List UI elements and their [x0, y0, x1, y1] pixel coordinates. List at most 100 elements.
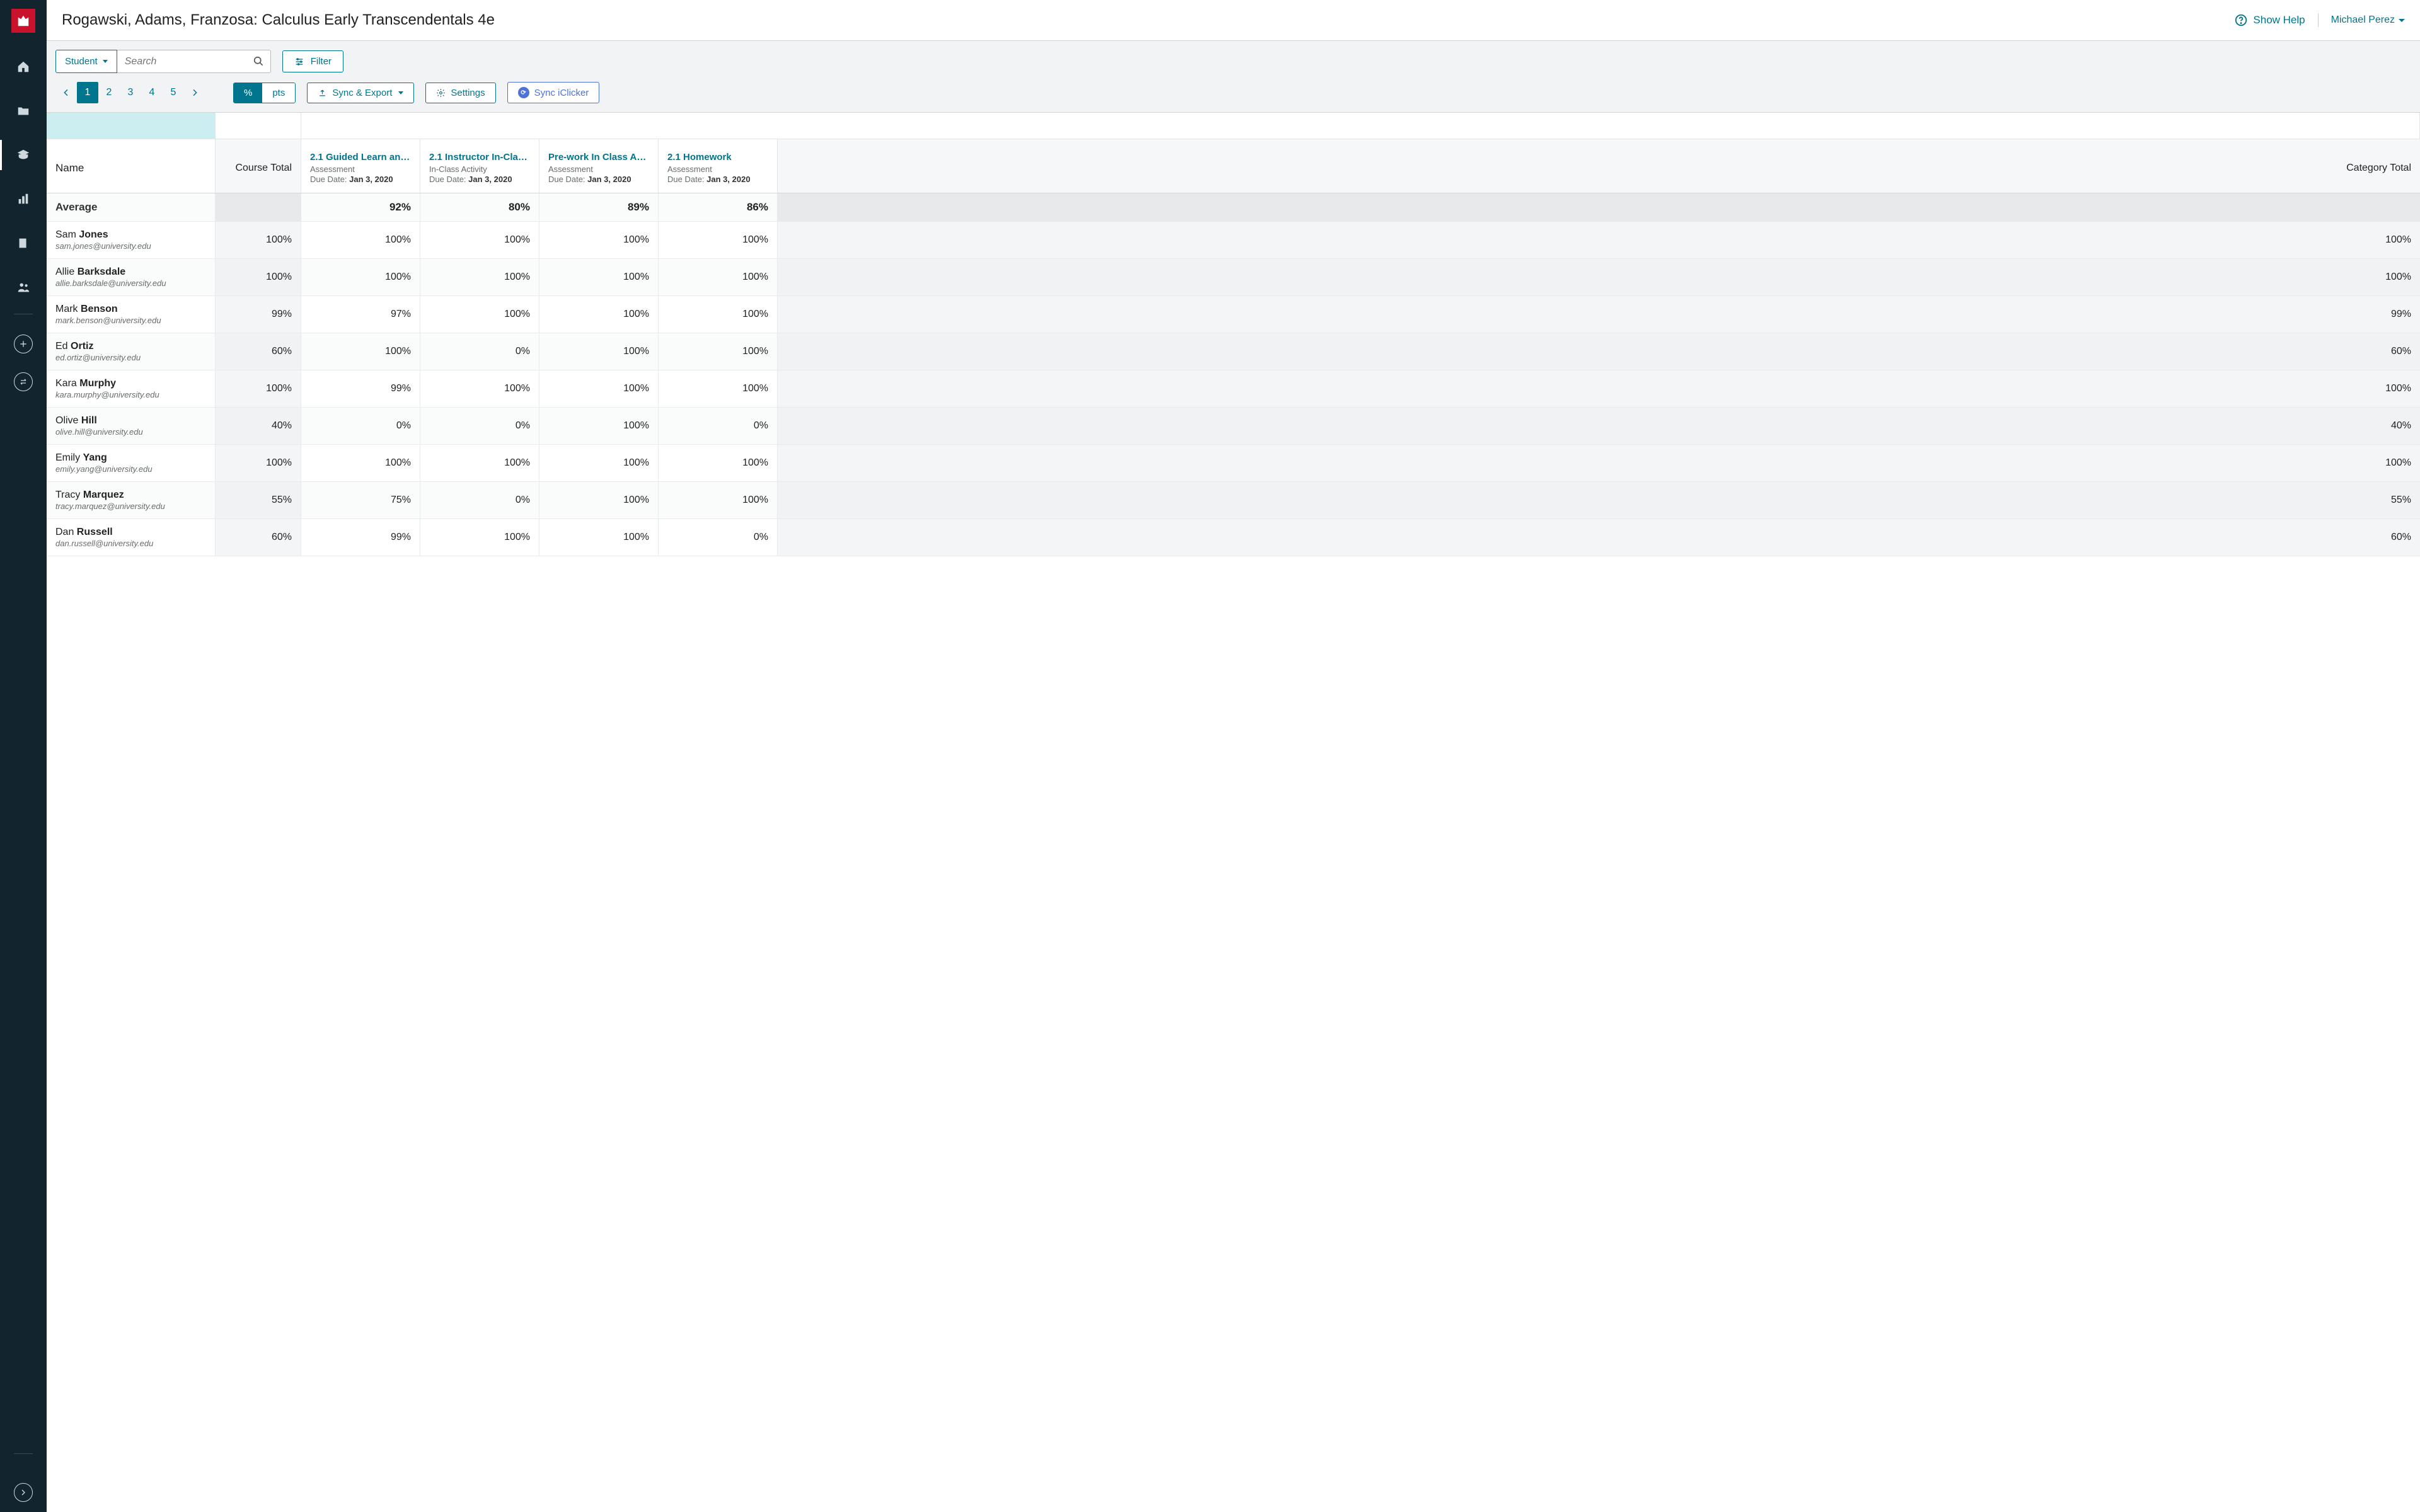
table-row[interactable]: Mark Benson mark.benson@university.edu 9… [47, 296, 2420, 333]
page-4[interactable]: 4 [141, 82, 163, 103]
sidebar [0, 0, 47, 1512]
assignment-link[interactable]: Pre-work In Class Activity [548, 152, 649, 163]
cell-val-3: 0% [659, 519, 778, 556]
cell-val-0: 100% [301, 259, 420, 295]
table-row[interactable]: Sam Jones sam.jones@university.edu 100% … [47, 222, 2420, 259]
col-category-total: Category Total [778, 139, 2420, 193]
settings-label: Settings [451, 88, 485, 98]
assignment-link[interactable]: 2.1 Instructor In-Class A… [429, 152, 530, 163]
cell-val-3: 100% [659, 222, 778, 258]
swap-button[interactable] [14, 372, 33, 391]
table-body: Average 92% 80% 89% 86% Sam Jones sam.jo… [47, 193, 2420, 1512]
cell-name: Olive Hill olive.hill@university.edu [47, 408, 216, 444]
cell-val-2: 100% [539, 296, 659, 333]
subheader-rest [301, 113, 2420, 139]
cell-val-3: 0% [659, 408, 778, 444]
cell-course-total: 99% [216, 296, 301, 333]
page-prev[interactable] [55, 82, 77, 103]
cell-course-total: 60% [216, 333, 301, 370]
page-next[interactable] [184, 82, 205, 103]
table-row[interactable]: Olive Hill olive.hill@university.edu 40%… [47, 408, 2420, 445]
sync-iclicker-button[interactable]: ⟳ Sync iClicker [507, 82, 600, 103]
cell-val-2: 100% [539, 445, 659, 481]
average-val-1: 80% [420, 193, 539, 221]
nav-reports[interactable] [0, 186, 47, 212]
page-header: Rogawski, Adams, Franzosa: Calculus Earl… [47, 0, 2420, 41]
filter-button[interactable]: Filter [282, 50, 343, 72]
search-input[interactable] [117, 50, 271, 73]
gear-icon [436, 88, 446, 98]
assignment-link[interactable]: 2.1 Homework [667, 152, 768, 163]
cell-name: Allie Barksdale allie.barksdale@universi… [47, 259, 216, 295]
row-average: Average 92% 80% 89% 86% [47, 193, 2420, 222]
assignment-due: Due Date: Jan 3, 2020 [310, 175, 411, 184]
nav-book[interactable] [0, 231, 47, 256]
view-percent[interactable]: % [234, 83, 262, 103]
table-row[interactable]: Allie Barksdale allie.barksdale@universi… [47, 259, 2420, 296]
cell-val-3: 100% [659, 259, 778, 295]
brand-logo[interactable] [11, 9, 35, 33]
student-dropdown[interactable]: Student [55, 50, 117, 73]
cell-val-2: 100% [539, 333, 659, 370]
cell-val-1: 100% [420, 370, 539, 407]
upload-icon [318, 88, 327, 98]
settings-button[interactable]: Settings [425, 83, 495, 103]
sync-export-label: Sync & Export [332, 88, 392, 98]
cell-category-total: 100% [778, 370, 2420, 407]
cell-val-0: 0% [301, 408, 420, 444]
cell-category-total: 100% [778, 222, 2420, 258]
toolbar: Student Filter 1 2 3 4 5 [47, 41, 2420, 113]
view-points[interactable]: pts [262, 83, 295, 103]
add-button[interactable] [14, 335, 33, 353]
average-val-2: 89% [539, 193, 659, 221]
page-5[interactable]: 5 [163, 82, 184, 103]
subheader-highlight [47, 113, 216, 139]
table-row[interactable]: Ed Ortiz ed.ortiz@university.edu 60% 100… [47, 333, 2420, 370]
page-3[interactable]: 3 [120, 82, 141, 103]
col-assignment-2: Pre-work In Class Activity Assessment Du… [539, 139, 659, 193]
table-row[interactable]: Dan Russell dan.russell@university.edu 6… [47, 519, 2420, 556]
cell-course-total: 40% [216, 408, 301, 444]
table-row[interactable]: Kara Murphy kara.murphy@university.edu 1… [47, 370, 2420, 408]
nav-home[interactable] [0, 54, 47, 79]
cell-course-total: 100% [216, 259, 301, 295]
nav-gradebook[interactable] [0, 142, 47, 168]
assignment-type: Assessment [310, 164, 411, 174]
sync-export-button[interactable]: Sync & Export [307, 83, 414, 103]
assignment-due: Due Date: Jan 3, 2020 [667, 175, 768, 184]
table-row[interactable]: Emily Yang emily.yang@university.edu 100… [47, 445, 2420, 482]
cell-course-total: 100% [216, 445, 301, 481]
table-subheader [47, 113, 2420, 139]
iclicker-icon: ⟳ [518, 87, 529, 98]
cell-val-3: 100% [659, 445, 778, 481]
page-2[interactable]: 2 [98, 82, 120, 103]
average-course-total [216, 193, 301, 221]
course-title: Rogawski, Adams, Franzosa: Calculus Earl… [62, 11, 2234, 29]
page-1[interactable]: 1 [77, 82, 98, 103]
caret-down-icon [2399, 19, 2405, 22]
main-content: Rogawski, Adams, Franzosa: Calculus Earl… [47, 0, 2420, 1512]
expand-sidebar-button[interactable] [14, 1483, 33, 1502]
nav-people[interactable] [0, 275, 47, 300]
student-dropdown-label: Student [65, 56, 98, 67]
cell-val-0: 100% [301, 445, 420, 481]
average-val-0: 92% [301, 193, 420, 221]
assignment-type: Assessment [667, 164, 768, 174]
nav-folder[interactable] [0, 98, 47, 123]
caret-down-icon [398, 91, 403, 94]
show-help-link[interactable]: Show Help [2234, 13, 2318, 27]
cell-val-0: 97% [301, 296, 420, 333]
cell-val-1: 0% [420, 408, 539, 444]
cell-category-total: 99% [778, 296, 2420, 333]
table-header: Name Course Total 2.1 Guided Learn and P… [47, 139, 2420, 193]
user-menu[interactable]: Michael Perez [2319, 14, 2405, 26]
cell-name: Dan Russell dan.russell@university.edu [47, 519, 216, 556]
assignment-link[interactable]: 2.1 Guided Learn and Pr… [310, 152, 411, 163]
assignment-type: Assessment [548, 164, 649, 174]
table-row[interactable]: Tracy Marquez tracy.marquez@university.e… [47, 482, 2420, 519]
cell-category-total: 100% [778, 259, 2420, 295]
cell-val-0: 99% [301, 370, 420, 407]
cell-course-total: 55% [216, 482, 301, 518]
cell-val-1: 100% [420, 296, 539, 333]
cell-val-2: 100% [539, 370, 659, 407]
